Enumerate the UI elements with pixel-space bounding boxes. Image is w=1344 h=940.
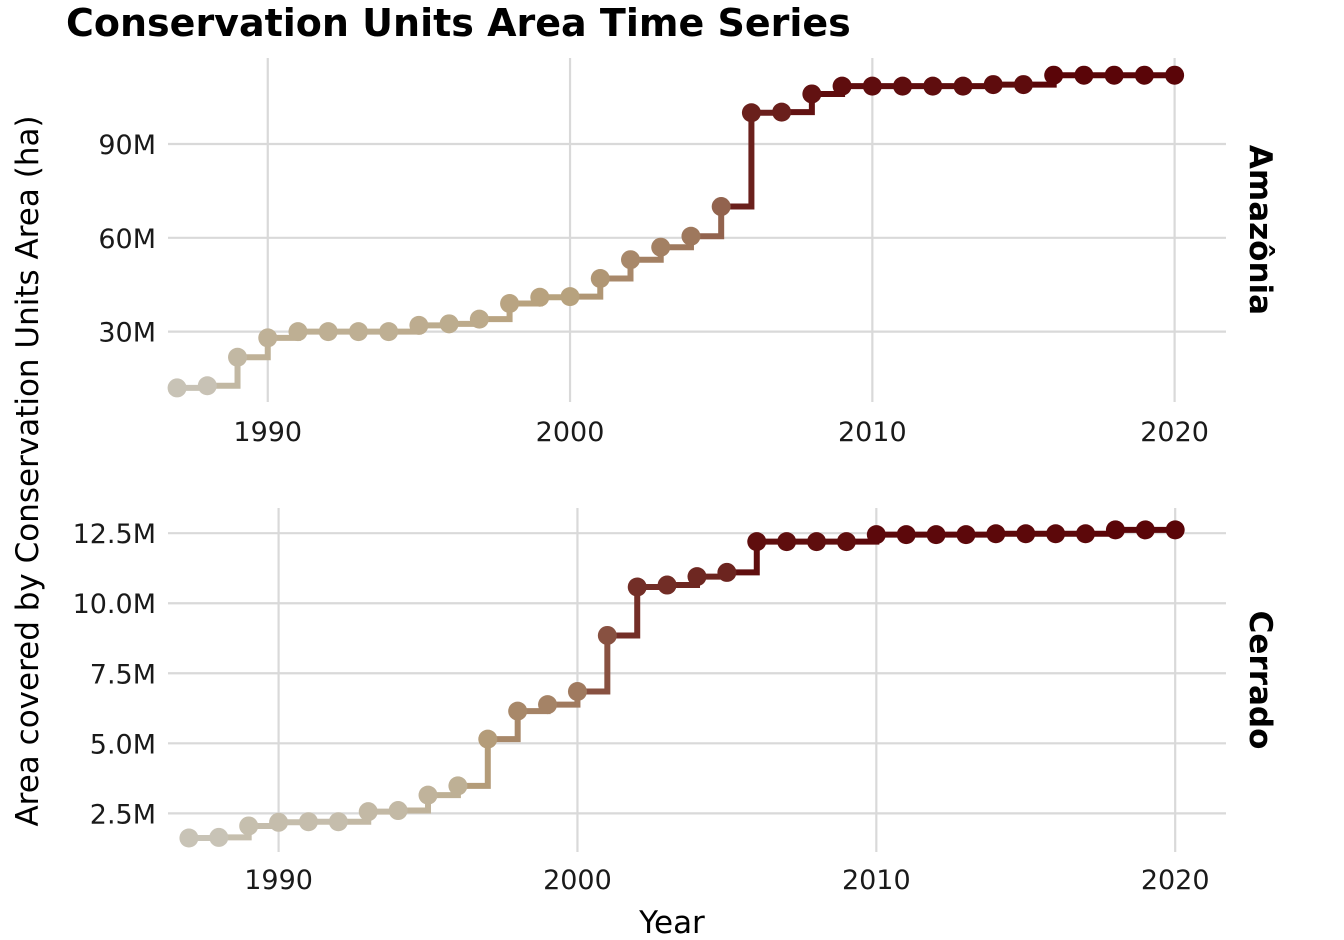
data-point: [956, 525, 976, 545]
x-tick-label: 1990: [244, 865, 313, 896]
data-point: [657, 575, 677, 595]
data-point: [836, 532, 856, 552]
data-point: [167, 378, 187, 398]
data-point: [530, 287, 550, 307]
data-point: [418, 785, 438, 805]
y-tick-label: 60M: [98, 224, 156, 255]
data-point: [1165, 65, 1185, 85]
data-point: [711, 197, 731, 217]
data-point: [409, 315, 429, 335]
x-tick-label: 1990: [233, 417, 302, 448]
data-point: [1105, 520, 1125, 540]
x-axis-label: Year: [638, 905, 705, 940]
step-segment: [721, 112, 755, 210]
data-point: [500, 293, 520, 313]
y-tick-label: 12.5M: [73, 519, 156, 550]
data-point: [772, 102, 792, 122]
data-point: [318, 322, 338, 342]
data-point: [469, 309, 489, 329]
step-segment: [726, 541, 760, 576]
x-tick-label: 2010: [838, 417, 907, 448]
data-point: [1135, 520, 1155, 540]
data-point: [807, 532, 827, 552]
y-tick-label: 10.0M: [73, 589, 156, 620]
data-point: [209, 827, 229, 847]
x-tick-label: 2010: [842, 865, 911, 896]
data-point: [1165, 520, 1185, 540]
data-point: [590, 268, 610, 288]
y-tick-label: 90M: [98, 130, 156, 161]
step-segment: [577, 635, 611, 695]
x-tick-label: 2020: [1140, 417, 1209, 448]
data-point: [953, 76, 973, 96]
data-point: [1044, 65, 1064, 85]
data-point: [269, 812, 289, 832]
panel-0: 1990 2000 2010 2020 30M 60M 90M Amazônia: [98, 58, 1278, 448]
data-point: [681, 226, 701, 246]
panel-1: 1990 2000 2010 2020 2.5M 5.0M 7.5M 10.0M 12.5M Ce…: [73, 508, 1278, 896]
panel-strip-label: Amazônia: [1242, 145, 1278, 315]
data-point: [986, 524, 1006, 544]
data-point: [197, 376, 217, 396]
data-point: [348, 322, 368, 342]
data-point: [228, 347, 248, 367]
data-point: [717, 562, 737, 582]
data-point: [258, 328, 278, 348]
x-tick-label: 2000: [536, 417, 605, 448]
data-point: [298, 812, 318, 832]
data-point: [983, 75, 1003, 95]
data-point: [508, 701, 528, 721]
data-point: [747, 532, 767, 552]
step-segment: [457, 739, 491, 789]
data-point: [926, 525, 946, 545]
data-point: [379, 322, 399, 342]
data-point: [478, 729, 498, 749]
x-tick-label: 2000: [543, 865, 612, 896]
data-point: [179, 828, 199, 848]
panels: 1990 2000 2010 2020 30M 60M 90M Amazônia 1990 200…: [73, 58, 1278, 896]
data-point: [560, 287, 580, 307]
data-point: [777, 532, 797, 552]
data-point: [448, 776, 468, 796]
data-point: [1046, 524, 1066, 544]
data-point: [1076, 524, 1096, 544]
data-point: [620, 250, 640, 270]
data-point: [538, 695, 558, 715]
data-point: [741, 103, 761, 123]
chart-title: Conservation Units Area Time Series: [66, 1, 851, 45]
data-point: [893, 76, 913, 96]
data-point: [567, 681, 587, 701]
x-tick-label: 2020: [1141, 865, 1210, 896]
y-tick-label: 2.5M: [90, 799, 156, 830]
data-point: [1013, 75, 1033, 95]
y-tick-label: 30M: [98, 318, 156, 349]
step-segment: [690, 206, 725, 240]
data-point: [439, 314, 459, 334]
data-point: [1074, 65, 1094, 85]
panel-strip-label: Cerrado: [1242, 611, 1278, 750]
data-point: [802, 84, 822, 104]
y-tick-label: 5.0M: [90, 729, 156, 760]
data-point: [627, 577, 647, 597]
data-point: [1016, 524, 1036, 544]
data-point: [358, 802, 378, 822]
data-point: [328, 812, 348, 832]
data-point: [388, 801, 408, 821]
data-point: [862, 76, 882, 96]
data-point: [687, 567, 707, 587]
data-point: [239, 816, 259, 836]
y-tick-label: 7.5M: [90, 659, 156, 690]
data-point: [866, 525, 886, 545]
data-point: [597, 625, 617, 645]
data-point: [288, 322, 308, 342]
data-point: [1134, 65, 1154, 85]
data-point: [1104, 65, 1124, 85]
data-point: [923, 76, 943, 96]
y-axis-label: Area covered by Conservation Units Area …: [10, 115, 46, 826]
data-point: [651, 237, 671, 257]
step-segment: [607, 586, 641, 639]
data-point: [832, 76, 852, 96]
data-point: [896, 525, 916, 545]
